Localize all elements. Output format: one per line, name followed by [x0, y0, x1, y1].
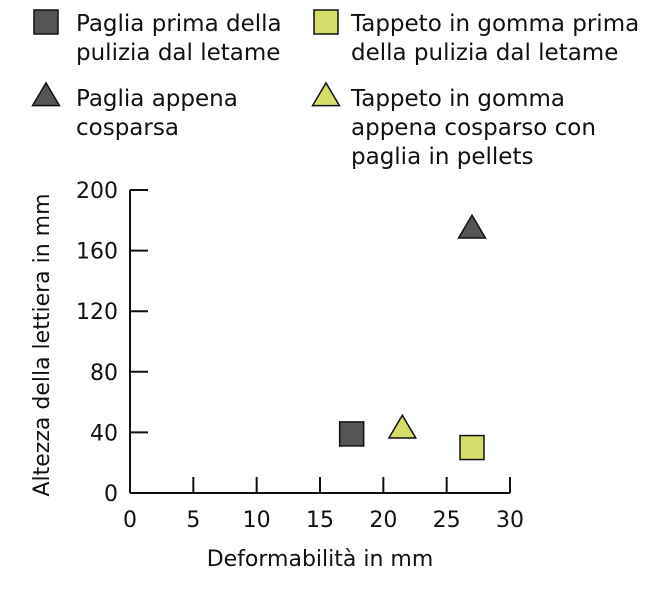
x-tick-label: 5	[186, 508, 200, 533]
legend-label-line: Tappeto in gomma prima	[350, 11, 639, 37]
legend-label-line: paglia in pellets	[351, 144, 533, 170]
data-point-triangle	[457, 213, 487, 239]
legend-label-line: Paglia prima della	[76, 11, 282, 37]
legend-triangle-marker	[31, 81, 61, 107]
legend-item: Tappeto in gomma appena cosparso con pagli…	[311, 81, 596, 170]
legend-label-line: cosparsa	[76, 115, 179, 141]
legend-label: Paglia appena cosparsa	[76, 86, 238, 141]
legend: Paglia prima della pulizia dal letamePagl…	[31, 9, 639, 170]
x-tick-label: 30	[496, 508, 524, 533]
y-tick-label: 160	[76, 240, 118, 265]
x-tick-label: 20	[369, 508, 397, 533]
x-ticks: 0 5 10 15 20 25 30	[123, 477, 524, 533]
legend-item: Tappeto in gomma prima della pulizia dal …	[313, 9, 639, 66]
axes: 0 5 10 15 20 25 30 0 40 80 120 160 200 Deformabilit…	[30, 179, 524, 572]
x-tick-label: 25	[433, 508, 461, 533]
legend-item: Paglia appena cosparsa	[31, 81, 238, 141]
x-tick-label: 10	[243, 508, 271, 533]
legend-item: Paglia prima della pulizia dal letame	[33, 9, 282, 66]
y-ticks: 0 40 80 120 160 200	[76, 179, 148, 507]
legend-label: Tappeto in gomma prima della pulizia dal …	[350, 11, 639, 66]
legend-square-marker	[313, 9, 339, 35]
x-tick-label: 0	[123, 508, 137, 533]
legend-label: Tappeto in gomma appena cosparso con pagli…	[350, 86, 596, 170]
legend-label-line: Tappeto in gomma	[350, 86, 565, 112]
y-tick-label: 0	[104, 482, 118, 507]
x-tick-label: 15	[306, 508, 334, 533]
data-point-square	[338, 421, 365, 447]
data-point-triangle	[387, 413, 418, 439]
legend-label-line: pulizia dal letame	[76, 40, 280, 66]
y-tick-label: 120	[76, 300, 118, 325]
legend-square-marker	[33, 9, 59, 35]
data-points	[338, 213, 487, 461]
legend-label-line: Paglia appena	[76, 86, 238, 112]
legend-label: Paglia prima della pulizia dal letame	[76, 11, 282, 66]
y-tick-label: 200	[76, 179, 118, 204]
legend-triangle-marker	[311, 81, 341, 107]
legend-label-line: della pulizia dal letame	[351, 40, 618, 66]
x-axis-label: Deformabilità in mm	[207, 547, 434, 572]
data-point-square	[459, 434, 485, 461]
y-axis-label: Altezza della lettiera in mm	[30, 193, 55, 496]
y-tick-label: 80	[90, 361, 118, 386]
legend-label-line: appena cosparso con	[351, 115, 596, 141]
y-tick-label: 40	[90, 421, 118, 446]
